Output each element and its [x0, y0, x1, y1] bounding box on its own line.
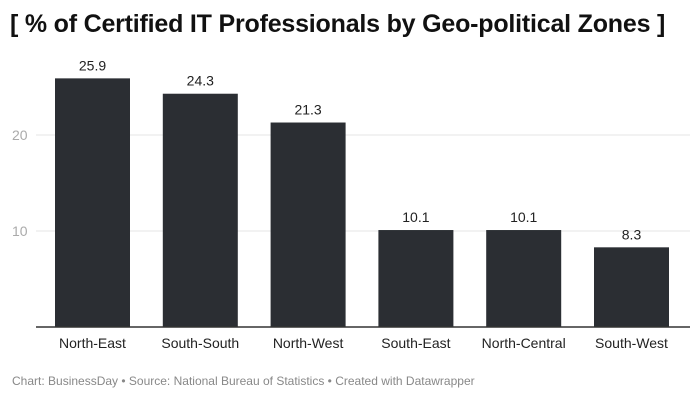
x-tick-label: North-West [273, 335, 344, 351]
x-tick-label: North-Central [482, 335, 566, 351]
data-label: 10.1 [510, 209, 537, 225]
data-label: 25.9 [79, 57, 106, 73]
x-tick-label: South-South [161, 335, 239, 351]
data-label: 21.3 [294, 102, 321, 118]
chart-title: [ % of Certified IT Professionals by Geo… [10, 10, 666, 38]
bar [270, 122, 346, 328]
bar [486, 230, 562, 327]
bar [55, 78, 130, 327]
data-label: 24.3 [187, 73, 214, 89]
chart-footer: Chart: BusinessDay • Source: National Bu… [12, 374, 475, 388]
data-label: 10.1 [402, 209, 429, 225]
data-label: 8.3 [622, 226, 642, 242]
y-tick-label: 10 [12, 223, 28, 239]
x-tick-label: North-East [59, 335, 126, 351]
bar [378, 230, 454, 327]
bar [162, 93, 238, 327]
x-tick-label: South-West [595, 335, 668, 351]
x-tick-label: South-East [381, 335, 450, 351]
bar [594, 247, 669, 327]
y-tick-label: 20 [12, 127, 28, 143]
